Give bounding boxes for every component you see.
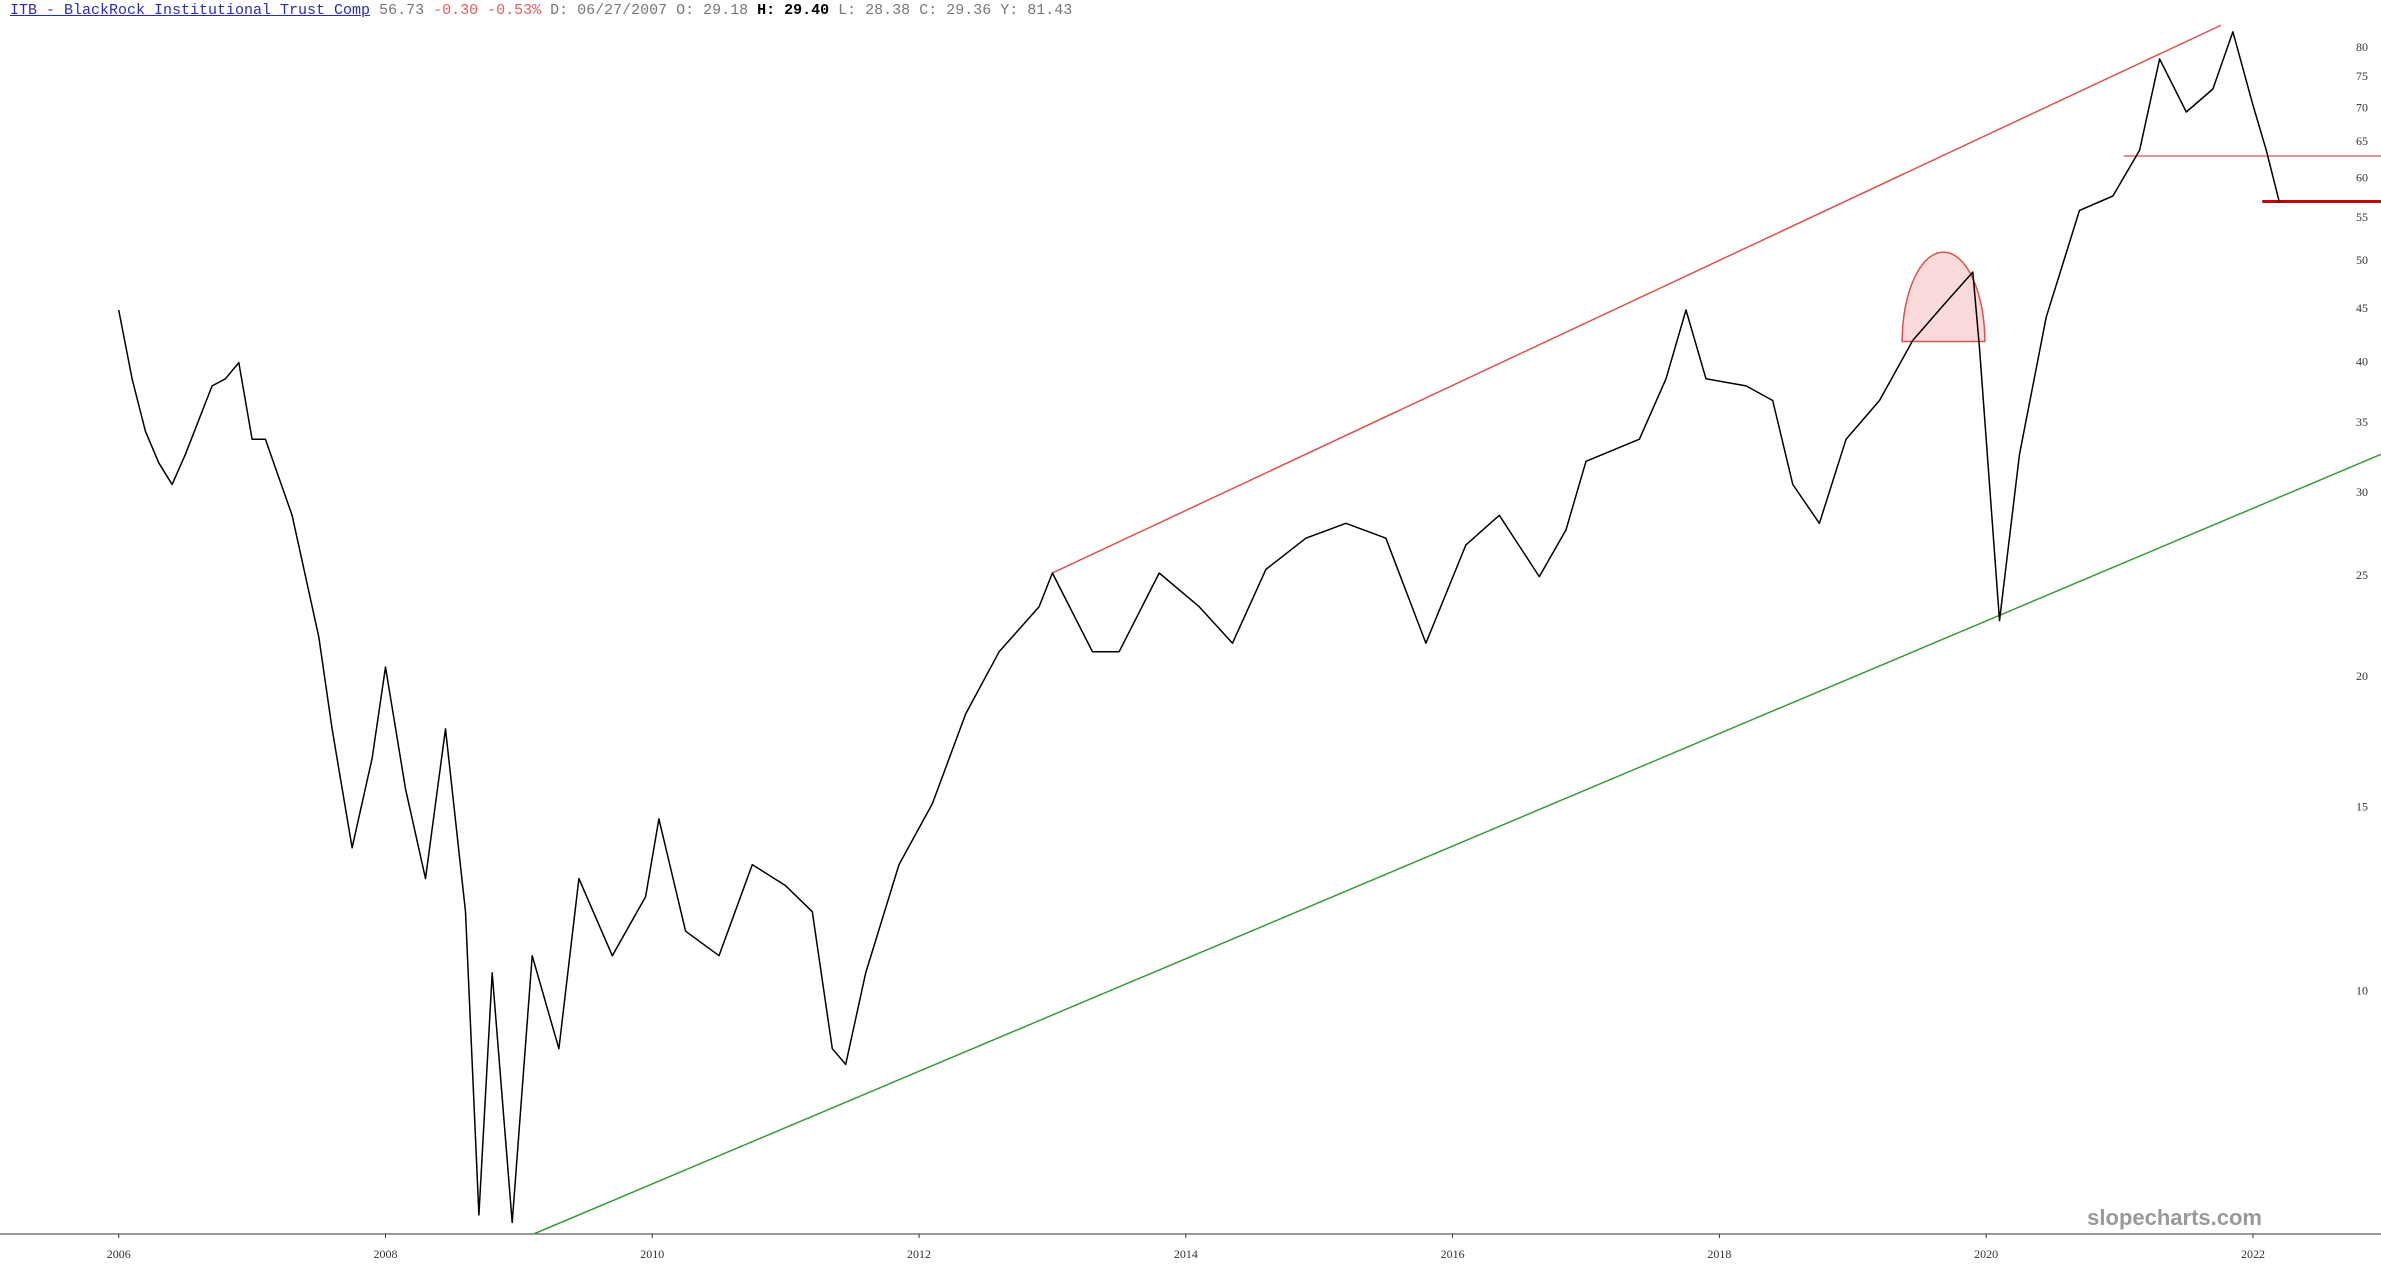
y-tick-label: 80 [2356,40,2368,54]
x-tick-label: 2018 [1707,1247,1731,1261]
y-tick-label: 35 [2356,415,2368,429]
x-tick-label: 2008 [373,1247,397,1261]
y-tick-label: 20 [2356,669,2368,683]
x-tick-label: 2014 [1174,1247,1198,1261]
y-tick-label: 45 [2356,301,2368,315]
open: O: 29.18 [676,2,749,19]
dome-annotation [1901,251,1986,343]
y-tick-label: 75 [2356,69,2368,83]
y-tick-label: 55 [2356,210,2368,224]
quote-header: ITB - BlackRock Institutional Trust Comp… [10,2,1081,19]
y-tick-label: 70 [2356,100,2368,114]
date: D: 06/27/2007 [550,2,668,19]
x-tick-label: 2022 [2241,1247,2265,1261]
y-tick-label: 40 [2356,354,2368,368]
y-tick-label: 10 [2356,984,2368,998]
trend-line [533,453,2381,1235]
low: L: 28.38 [838,2,911,19]
last-price: 56.73 [379,2,425,19]
close: C: 29.36 [919,2,992,19]
change-pct: -0.53% [487,2,542,19]
y-tick-label: 65 [2356,134,2368,148]
symbol-link[interactable]: ITB - BlackRock Institutional Trust Comp [10,2,371,19]
x-tick-label: 2016 [1441,1247,1465,1261]
price-line [117,31,2281,1224]
high: H: 29.40 [757,2,830,19]
y-tick-label: 50 [2356,253,2368,267]
x-tick-label: 2020 [1974,1247,1998,1261]
x-tick-label: 2010 [640,1247,664,1261]
y-tick-label: 60 [2356,170,2368,184]
y-tick-label: 30 [2356,485,2368,499]
y-tick-label: 15 [2356,800,2368,814]
y-tick-label: 25 [2356,568,2368,582]
year: Y: 81.43 [1000,2,1073,19]
trend-line [1052,24,2222,574]
watermark: slopecharts.com [2087,1205,2262,1230]
change: -0.30 [433,2,479,19]
x-tick-label: 2006 [107,1247,131,1261]
x-tick-label: 2012 [907,1247,931,1261]
